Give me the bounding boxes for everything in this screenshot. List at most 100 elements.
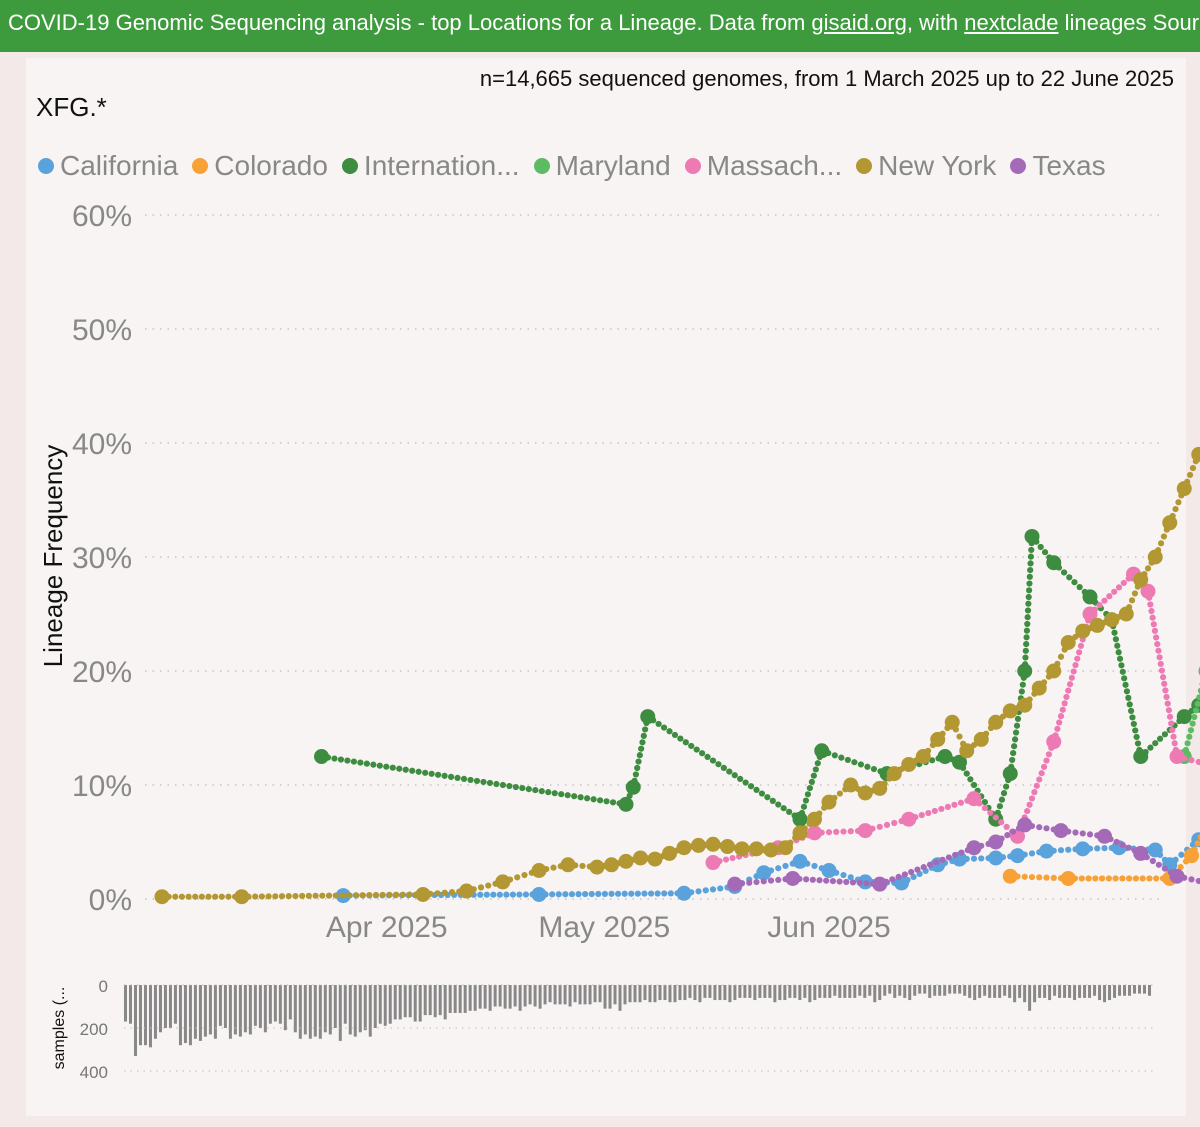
- data-point: [1147, 842, 1163, 858]
- line-dot: [647, 890, 655, 897]
- data-point: [531, 886, 547, 902]
- line-dot: [1038, 770, 1045, 777]
- line-dot: [831, 752, 838, 759]
- line-dot: [396, 765, 403, 772]
- samples-bar: [533, 985, 537, 1007]
- samples-bar: [578, 985, 582, 1005]
- line-dot: [1128, 597, 1136, 604]
- samples-bar: [993, 985, 997, 998]
- legend-item-massachusetts[interactable]: Massach...: [684, 150, 842, 182]
- line-dot: [344, 757, 351, 764]
- line-dot: [1033, 782, 1040, 789]
- line-dot: [568, 891, 576, 898]
- samples-bar: [758, 985, 762, 998]
- line-dot: [337, 756, 345, 763]
- line-dot: [1043, 757, 1050, 764]
- data-point: [727, 876, 743, 892]
- gisaid-link[interactable]: gisaid.org: [811, 10, 907, 35]
- data-point: [720, 839, 735, 855]
- line-dot: [640, 732, 647, 739]
- y-tick-label: 50%: [72, 314, 132, 347]
- samples-bar: [963, 985, 967, 996]
- samples-bar: [1063, 985, 1067, 998]
- line-dot: [435, 771, 442, 778]
- line-dot: [1092, 875, 1099, 882]
- line-dot: [1066, 574, 1073, 581]
- line-dot: [638, 745, 645, 752]
- line-dot: [811, 862, 818, 870]
- line-dot: [1119, 841, 1126, 848]
- line-dot: [1014, 715, 1022, 722]
- line-dot: [1191, 713, 1198, 721]
- line-dot: [1043, 874, 1050, 881]
- samples-bar: [1098, 985, 1102, 1001]
- data-point: [872, 780, 888, 796]
- line-dot: [1077, 642, 1085, 650]
- line-dot: [454, 774, 461, 781]
- line-dot: [485, 882, 492, 889]
- samples-bar: [293, 985, 297, 1033]
- data-point: [495, 874, 511, 890]
- chart-legend[interactable]: California Colorado Internation... Maryland…: [38, 148, 1120, 184]
- samples-bar: [328, 985, 332, 1035]
- line-dot: [666, 728, 673, 735]
- line-dot: [379, 891, 386, 899]
- line-dot: [1116, 655, 1124, 662]
- line-dot: [1022, 647, 1029, 654]
- line-dot: [956, 733, 963, 740]
- line-dot: [1189, 464, 1197, 472]
- line-dot: [753, 786, 760, 793]
- line-dot: [305, 892, 312, 899]
- line-dot: [847, 874, 854, 881]
- line-dot: [639, 739, 646, 746]
- line-dot: [767, 877, 775, 884]
- line-dot: [1114, 642, 1121, 649]
- line-dot: [1036, 874, 1043, 881]
- data-point: [633, 850, 648, 866]
- line-dot: [1115, 584, 1123, 591]
- samples-bar: [653, 985, 657, 1003]
- samples-bar: [638, 985, 642, 1003]
- line-dot: [1031, 789, 1038, 796]
- line-dot: [1101, 845, 1108, 852]
- data-point: [886, 766, 902, 782]
- legend-item-maryland[interactable]: Maryland: [533, 150, 671, 182]
- samples-bar: [603, 985, 607, 1009]
- line-dot: [352, 892, 359, 899]
- samples-bar: [373, 985, 377, 1028]
- line-dot: [1139, 875, 1146, 882]
- line-dot: [1027, 553, 1035, 560]
- data-point: [988, 834, 1004, 850]
- data-point: [872, 876, 888, 892]
- line-dot: [225, 893, 232, 900]
- data-point: [459, 883, 474, 899]
- line-dot: [1133, 733, 1140, 741]
- legend-item-international[interactable]: Internation...: [341, 150, 520, 182]
- line-dot: [1023, 640, 1030, 648]
- series-texas: [727, 817, 1200, 892]
- line-dot: [1153, 875, 1160, 882]
- legend-item-california[interactable]: California: [38, 150, 178, 182]
- legend-item-colorado[interactable]: Colorado: [192, 150, 328, 182]
- samples-bar: [593, 985, 597, 1003]
- samples-bar: [1103, 985, 1107, 1003]
- samples-bar: [968, 985, 972, 998]
- samples-bar: [773, 985, 777, 1003]
- line-dot: [490, 891, 497, 898]
- legend-item-new-york[interactable]: New York: [856, 150, 996, 182]
- line-dot: [775, 865, 782, 872]
- line-dot: [1111, 629, 1118, 636]
- samples-bar: [1053, 985, 1057, 996]
- legend-item-texas[interactable]: Texas: [1010, 150, 1106, 182]
- y-axis-label: Lineage Frequency: [38, 445, 68, 668]
- line-dot: [1094, 845, 1101, 852]
- line-dot: [422, 769, 429, 776]
- samples-bar: [158, 985, 162, 1033]
- line-dot: [299, 892, 306, 900]
- samples-bar: [388, 985, 392, 1024]
- nextclade-link[interactable]: nextclade: [964, 10, 1059, 35]
- data-point: [734, 841, 750, 857]
- samples-bar: [618, 985, 622, 1011]
- data-point: [1082, 589, 1098, 605]
- line-dot: [1150, 621, 1157, 628]
